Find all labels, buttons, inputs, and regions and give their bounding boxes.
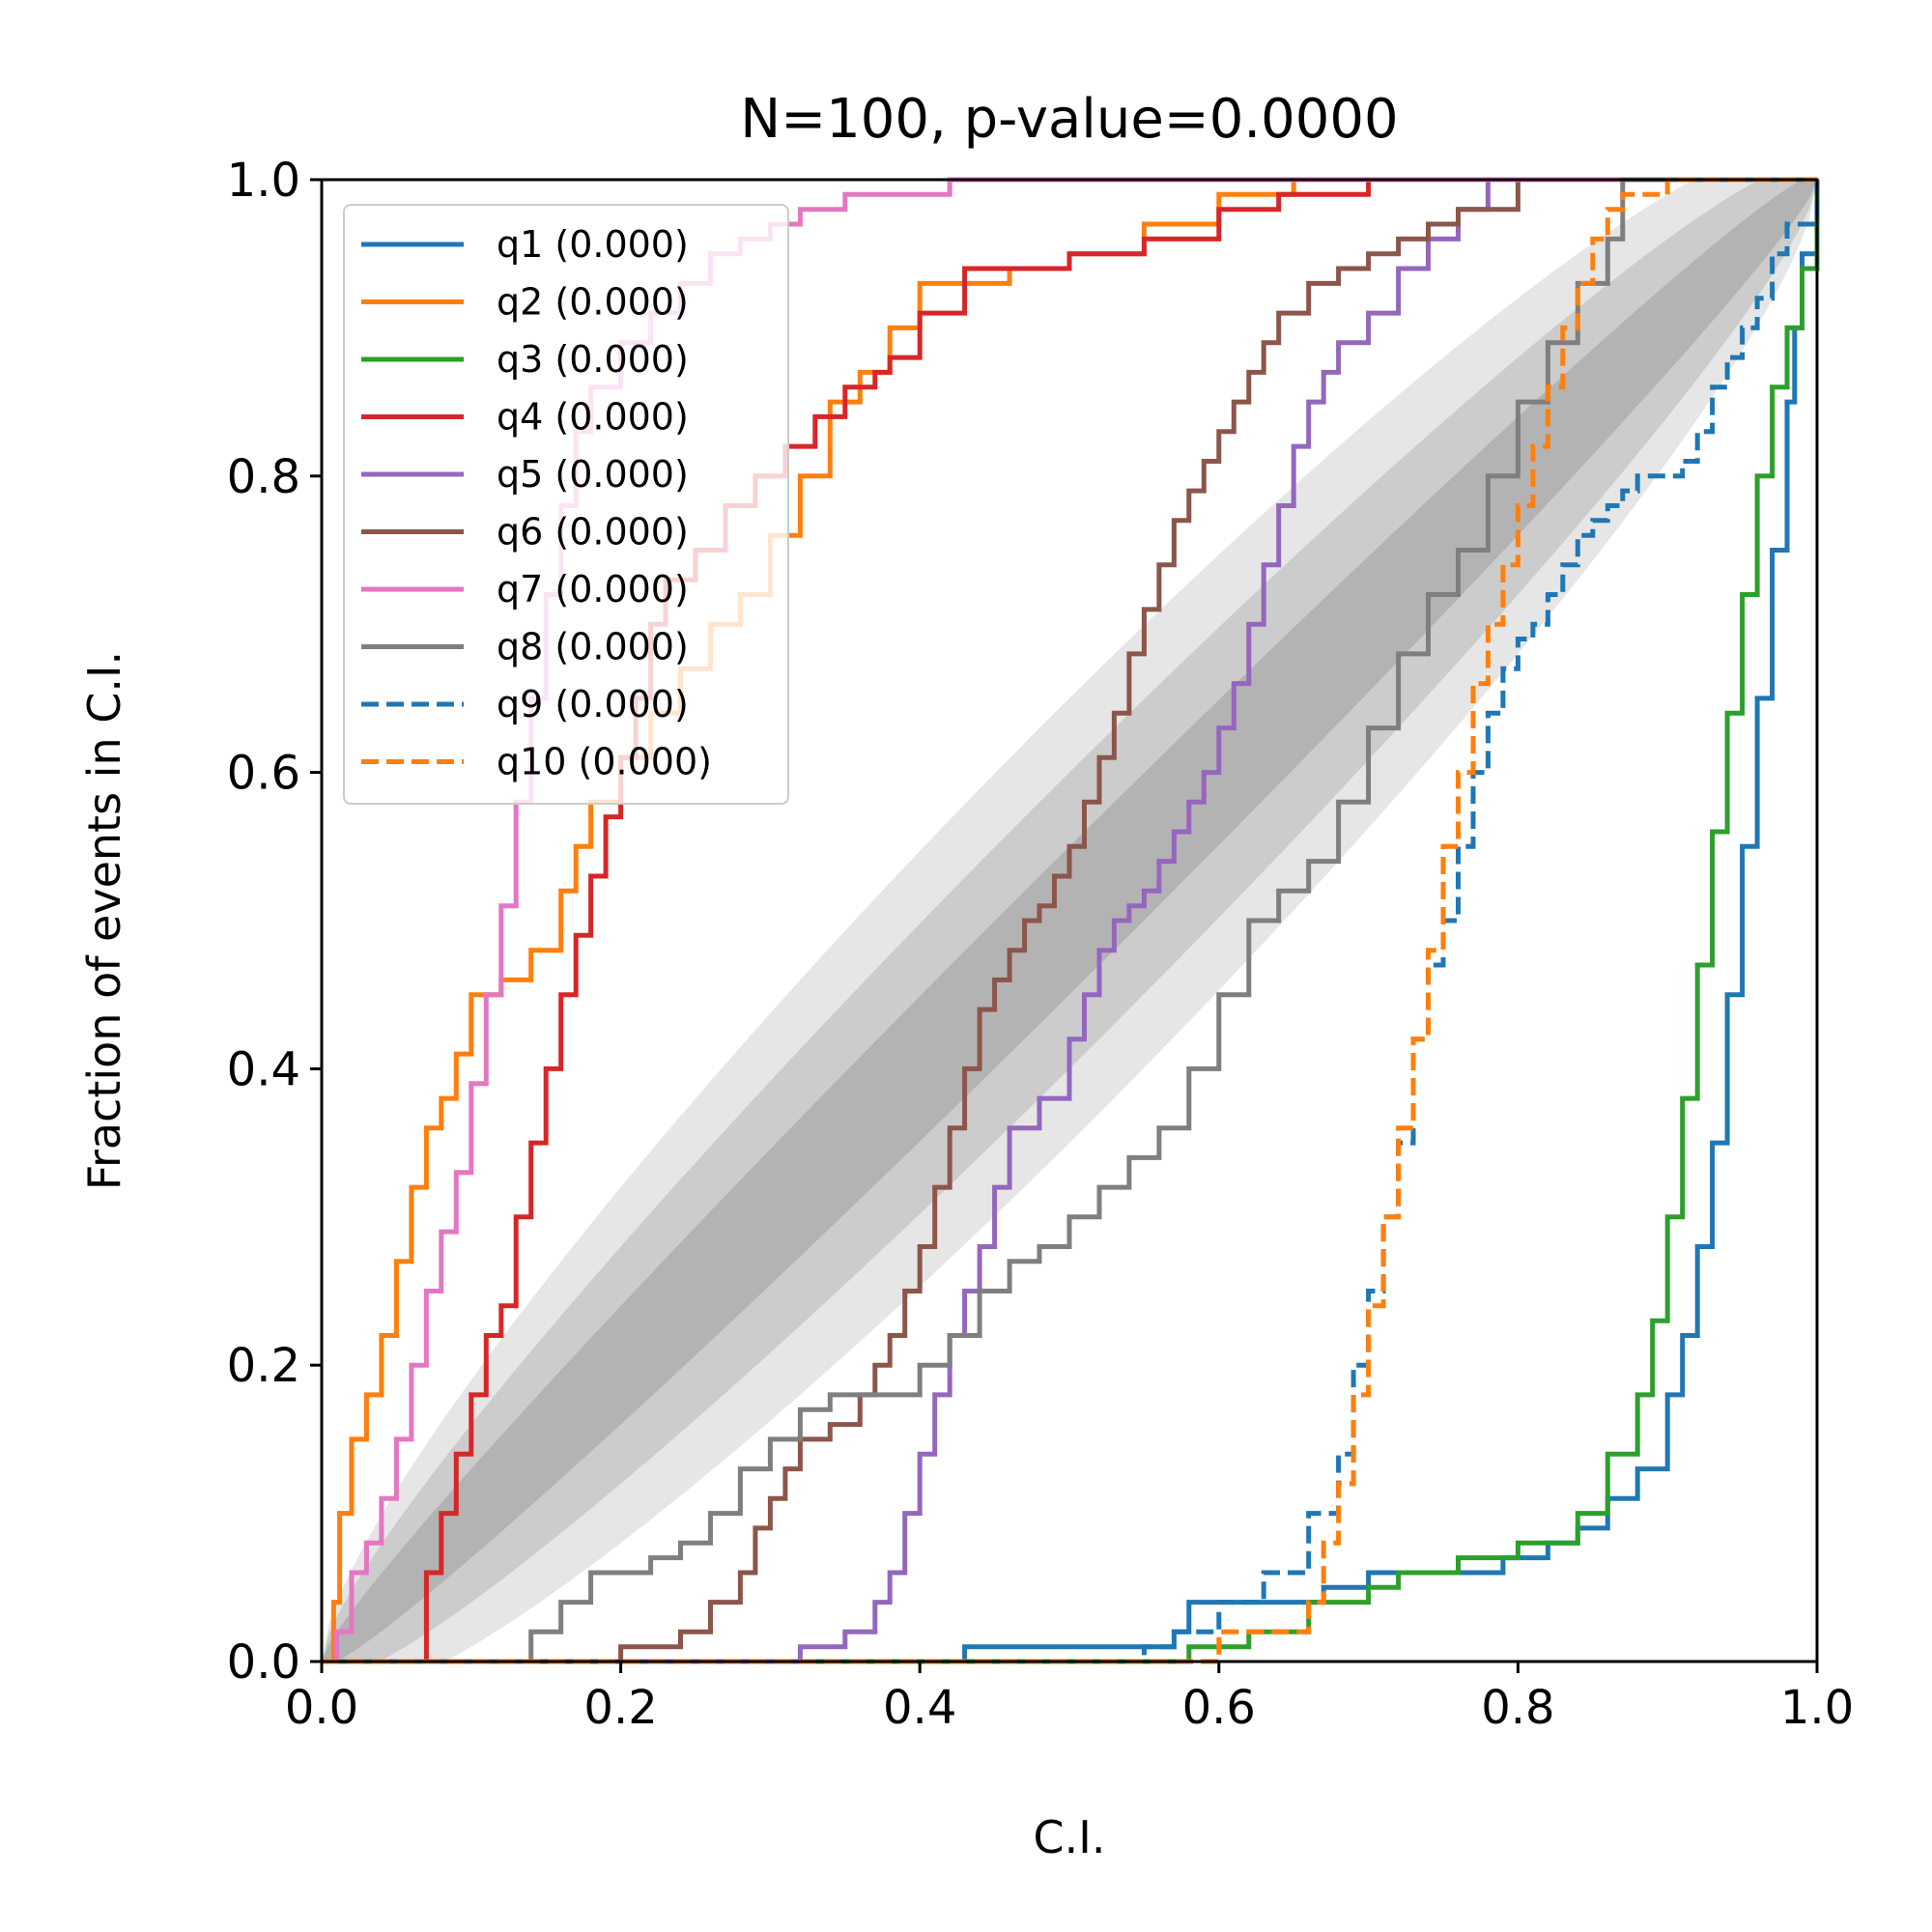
y-axis-label: Fraction of events in C.I. bbox=[78, 651, 130, 1190]
x-tick-label: 0.0 bbox=[285, 1681, 358, 1735]
x-tick-label: 0.4 bbox=[883, 1681, 956, 1735]
x-axis-label: C.I. bbox=[1034, 1811, 1106, 1863]
y-tick-label: 0.0 bbox=[227, 1635, 300, 1690]
legend-label: q7 (0.000) bbox=[497, 568, 689, 611]
confidence-band-inner bbox=[322, 180, 1817, 1662]
legend-label: q5 (0.000) bbox=[497, 453, 689, 496]
x-tick-label: 1.0 bbox=[1780, 1681, 1854, 1735]
x-tick-label: 0.6 bbox=[1182, 1681, 1256, 1735]
plot-frame bbox=[320, 178, 1819, 1663]
legend: q1 (0.000) q2 (0.000) q3 (0.000) q4 (0.000)… bbox=[343, 204, 789, 805]
series-line-8 bbox=[322, 177, 1817, 1664]
legend-label: q3 (0.000) bbox=[497, 338, 689, 381]
series-line-1 bbox=[322, 180, 1820, 1664]
legend-label: q10 (0.000) bbox=[497, 741, 712, 783]
series-line-3 bbox=[322, 180, 1820, 1664]
y-tick-label: 0.4 bbox=[227, 1042, 300, 1096]
x-tick-label: 0.8 bbox=[1481, 1681, 1554, 1735]
x-axis-ticks: 0.0 0.2 0.4 0.6 0.8 1.0 bbox=[285, 1662, 1854, 1735]
y-tick-label: 0.6 bbox=[227, 747, 300, 801]
series-line-5 bbox=[322, 177, 1817, 1664]
chart-title: N=100, p-value=0.0000 bbox=[740, 88, 1398, 151]
legend-label: q6 (0.000) bbox=[497, 511, 689, 554]
legend-label: q8 (0.000) bbox=[497, 626, 689, 668]
y-tick-label: 1.0 bbox=[227, 154, 300, 208]
x-tick-label: 0.2 bbox=[583, 1681, 657, 1735]
series-line-10 bbox=[322, 177, 1817, 1664]
legend-label: q9 (0.000) bbox=[497, 683, 689, 725]
legend-label: q1 (0.000) bbox=[497, 223, 689, 266]
confidence-bands bbox=[322, 180, 1817, 1662]
series-line-6 bbox=[322, 177, 1817, 1664]
y-tick-label: 0.2 bbox=[227, 1339, 300, 1393]
y-axis-ticks: 0.0 0.2 0.4 0.6 0.8 1.0 bbox=[227, 154, 322, 1690]
legend-box bbox=[343, 204, 789, 805]
legend-label: q2 (0.000) bbox=[497, 281, 689, 324]
y-tick-label: 0.8 bbox=[227, 450, 300, 504]
legend-label: q4 (0.000) bbox=[497, 396, 689, 439]
